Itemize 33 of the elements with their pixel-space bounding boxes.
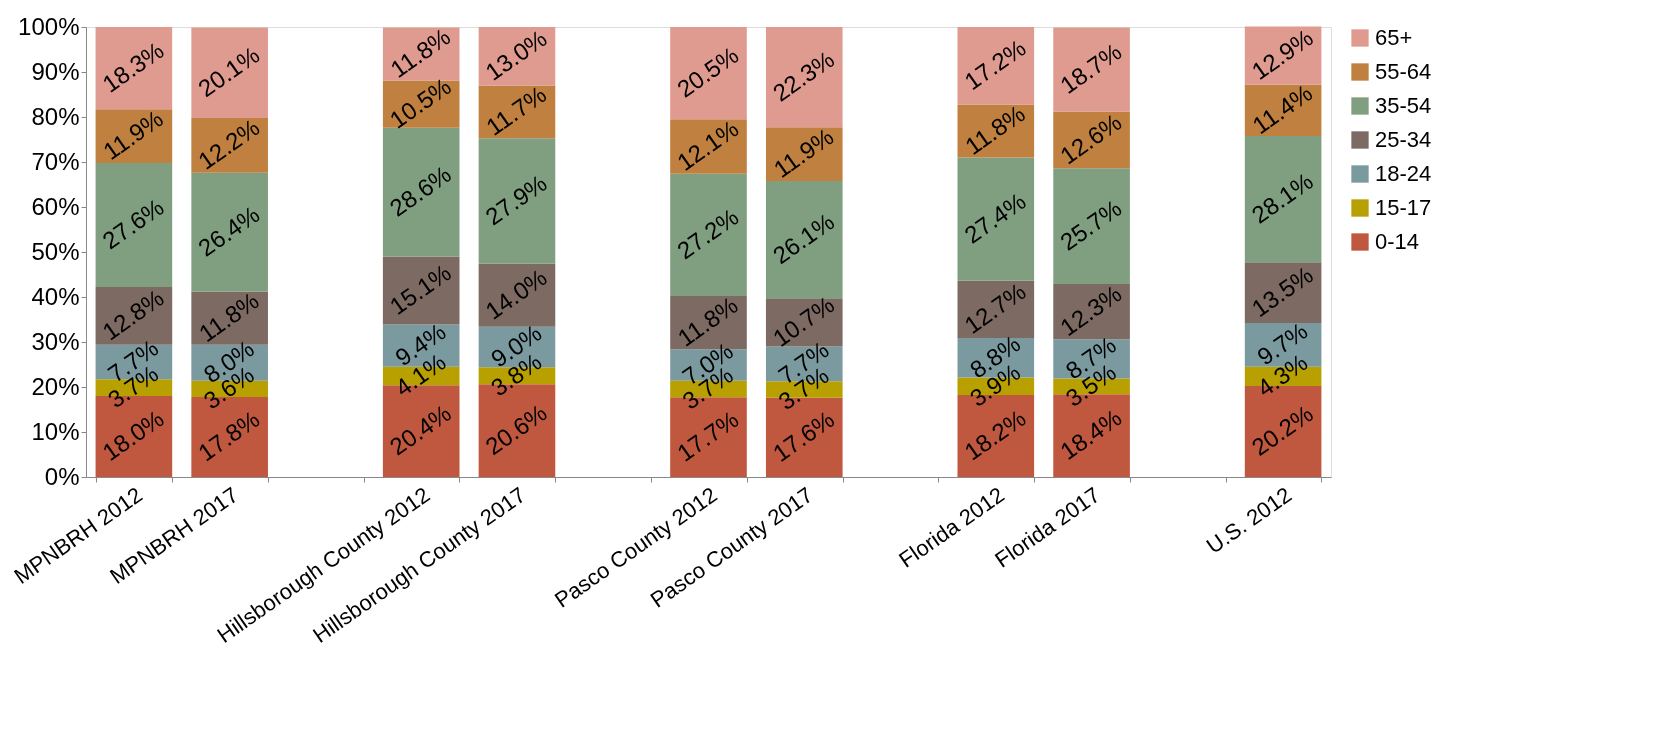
- legend-label: 0-14: [1375, 229, 1420, 254]
- bar: [95, 27, 173, 110]
- bar: [191, 27, 268, 118]
- y-tick-label: 40%: [31, 282, 80, 310]
- legend-label: 18-24: [1375, 161, 1432, 186]
- y-tick-label: 90%: [31, 57, 80, 85]
- bar: [670, 173, 747, 297]
- bar: [382, 127, 460, 257]
- bar: [1244, 135, 1322, 263]
- legend-label: 35-54: [1375, 93, 1432, 118]
- y-tick-label: 30%: [31, 327, 80, 355]
- bar: [957, 27, 1035, 105]
- legend-label: 15-17: [1375, 195, 1432, 220]
- bar: [765, 180, 843, 299]
- bar: [1053, 168, 1130, 284]
- y-tick-label: 60%: [31, 192, 80, 220]
- y-tick-label: 80%: [31, 102, 80, 130]
- y-tick-label: 0%: [44, 462, 80, 490]
- y-tick-label: 70%: [31, 147, 80, 175]
- legend-label: 65+: [1375, 25, 1413, 50]
- y-tick-label: 20%: [31, 372, 80, 400]
- y-tick-label: 10%: [31, 417, 80, 445]
- bar: [670, 27, 747, 120]
- y-tick-label: 50%: [31, 237, 80, 265]
- bar: [1053, 27, 1130, 112]
- bar: [191, 172, 268, 292]
- bar: [478, 138, 556, 264]
- bar: [95, 162, 173, 288]
- y-tick-label: 100%: [18, 12, 80, 40]
- legend-label: 55-64: [1375, 59, 1432, 84]
- bar: [957, 157, 1035, 281]
- legend-label: 25-34: [1375, 127, 1432, 152]
- bar: [765, 27, 843, 128]
